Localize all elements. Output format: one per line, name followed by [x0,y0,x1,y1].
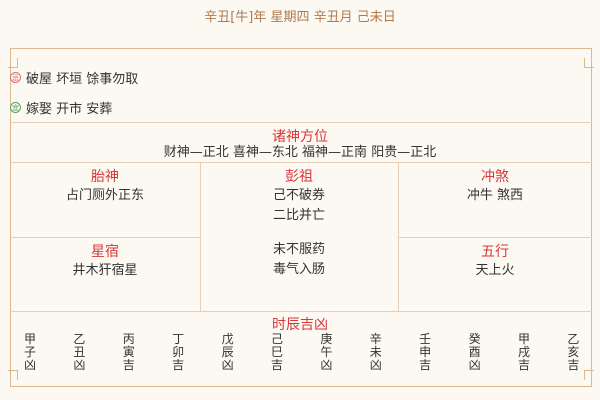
pengzu-line: 毒气入肠 [272,262,325,277]
frame-bottom [10,386,592,387]
pengzu-line: 己不破券 [272,188,325,203]
hours-title: 时辰吉凶 [272,317,328,333]
taishen-text: 占门厕外正东 [65,188,144,203]
suitable-items: 嫁娶 开市 安葬 [26,102,113,117]
almanac-frame [10,48,592,386]
suitable-row: 宜 嫁娶 开市 安葬 [10,98,112,117]
frame-top [10,48,592,49]
corner-ornament [584,58,594,68]
suitable-icon: 宜 [10,102,21,113]
pengzu-title: 彭祖 [285,169,313,185]
gods-title: 诸神方位 [272,129,328,145]
avoid-items: 破屋 坏垣 馀事勿取 [26,72,139,87]
taishen-title: 胎神 [91,169,119,185]
pengzu-line: 二比并亡 [272,208,325,223]
xingxiu-cell: 星宿 井木犴宿星 [10,241,200,281]
corner-ornament [8,370,18,380]
hour-item: 乙亥吉 [567,332,580,372]
taishen-cell: 胎神 占门厕外正东 [10,166,200,206]
hour-item: 乙丑凶 [73,332,86,372]
corner-ornament [8,58,18,68]
hour-item: 癸酉凶 [468,332,481,372]
hour-item: 戊辰凶 [221,332,234,372]
hour-item: 甲戌吉 [517,332,530,372]
gods-text: 财神—正北 喜神—东北 福神—正南 阳贵—正北 [163,145,437,160]
hour-item: 辛未凶 [369,332,382,372]
xingxiu-title: 星宿 [91,244,119,260]
hour-item: 丙寅吉 [122,332,135,372]
hour-item: 庚午凶 [320,332,333,372]
wuxing-text: 天上火 [475,263,515,278]
pengzu-line: 未不服药 [272,242,325,257]
xingxiu-text: 井木犴宿星 [72,263,138,278]
avoid-row: 忌 破屋 坏垣 馀事勿取 [10,68,138,87]
avoid-icon: 忌 [10,72,21,83]
chongsha-text: 冲牛 煞西 [466,188,524,203]
wuxing-title: 五行 [481,244,509,260]
pengzu-cell: 彭祖 己不破券 二比并亡 未不服药 毒气入肠 [200,166,398,280]
hour-item: 甲子凶 [23,332,36,372]
chongsha-title: 冲煞 [481,169,509,185]
hour-item: 己巳吉 [270,332,283,372]
corner-ornament [584,370,594,380]
hour-item: 丁卯吉 [172,332,185,372]
hour-item: 壬申吉 [419,332,432,372]
wuxing-cell: 五行 天上火 [398,241,592,281]
chongsha-cell: 冲煞 冲牛 煞西 [398,166,592,206]
date-header: 辛丑[牛]年 星期四 辛丑月 己未日 [204,10,396,25]
